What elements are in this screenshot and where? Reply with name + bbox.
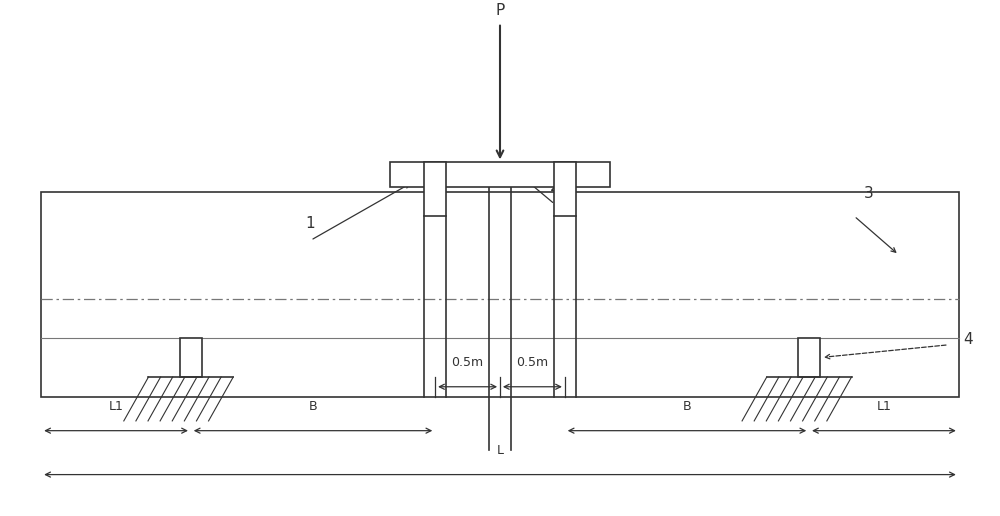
Text: P: P xyxy=(495,3,505,18)
Text: 4: 4 xyxy=(964,332,973,347)
Text: L1: L1 xyxy=(876,400,891,413)
Text: 3: 3 xyxy=(864,186,874,201)
Text: 0.5m: 0.5m xyxy=(452,356,484,369)
Bar xyxy=(390,162,610,187)
Text: B: B xyxy=(683,400,691,413)
Text: 2: 2 xyxy=(550,180,560,195)
Bar xyxy=(41,191,959,396)
Text: L1: L1 xyxy=(109,400,124,413)
Bar xyxy=(798,338,820,377)
Bar xyxy=(424,162,446,216)
Text: 1: 1 xyxy=(306,216,315,231)
Bar xyxy=(180,338,202,377)
Text: 0.5m: 0.5m xyxy=(516,356,548,369)
Text: B: B xyxy=(309,400,317,413)
Bar xyxy=(554,162,576,216)
Text: L: L xyxy=(497,444,504,457)
